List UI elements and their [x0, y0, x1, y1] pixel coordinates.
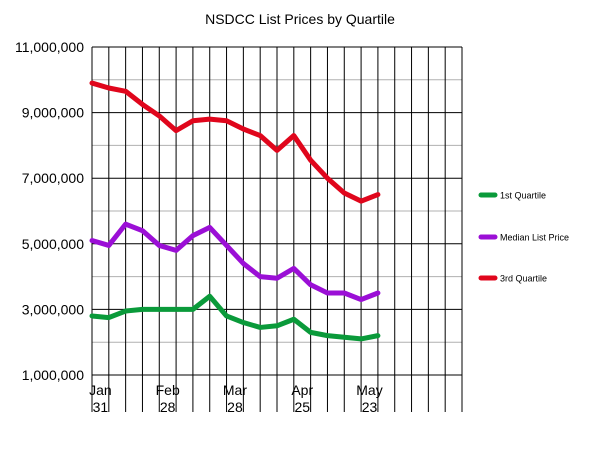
legend-label: 1st Quartile [500, 191, 546, 201]
x-tick-month: Jan [89, 382, 112, 398]
x-tick-day: 23 [362, 399, 378, 415]
y-tick-label: 3,000,000 [22, 301, 84, 317]
x-tick-day: 25 [294, 399, 310, 415]
x-tick-day: 28 [227, 399, 243, 415]
grid [91, 46, 463, 412]
x-tick-day: 31 [93, 399, 109, 415]
x-tick-month: Mar [223, 382, 247, 398]
series-lines [89, 80, 381, 342]
x-tick-month: Feb [156, 382, 180, 398]
chart-title: NSDCC List Prices by Quartile [205, 11, 395, 27]
series-line [89, 221, 381, 303]
x-tick-month: Apr [291, 382, 313, 398]
y-axis-labels: 11,000,000 9,000,000 7,000,000 5,000,000 3,0… [15, 39, 84, 383]
legend-label: Median List Price [500, 233, 569, 243]
y-tick-label: 9,000,000 [22, 105, 84, 121]
y-tick-label: 7,000,000 [22, 170, 84, 186]
series-line [89, 80, 381, 204]
x-tick-month: May [356, 382, 382, 398]
series-line [89, 293, 381, 342]
legend: 1st Quartile Median List Price 3rd Quartil… [478, 191, 569, 284]
legend-label: 3rd Quartile [500, 274, 547, 284]
y-tick-label: 1,000,000 [22, 367, 84, 383]
y-tick-label: 11,000,000 [15, 39, 84, 55]
y-tick-label: 5,000,000 [22, 236, 84, 252]
x-tick-day: 28 [160, 399, 176, 415]
